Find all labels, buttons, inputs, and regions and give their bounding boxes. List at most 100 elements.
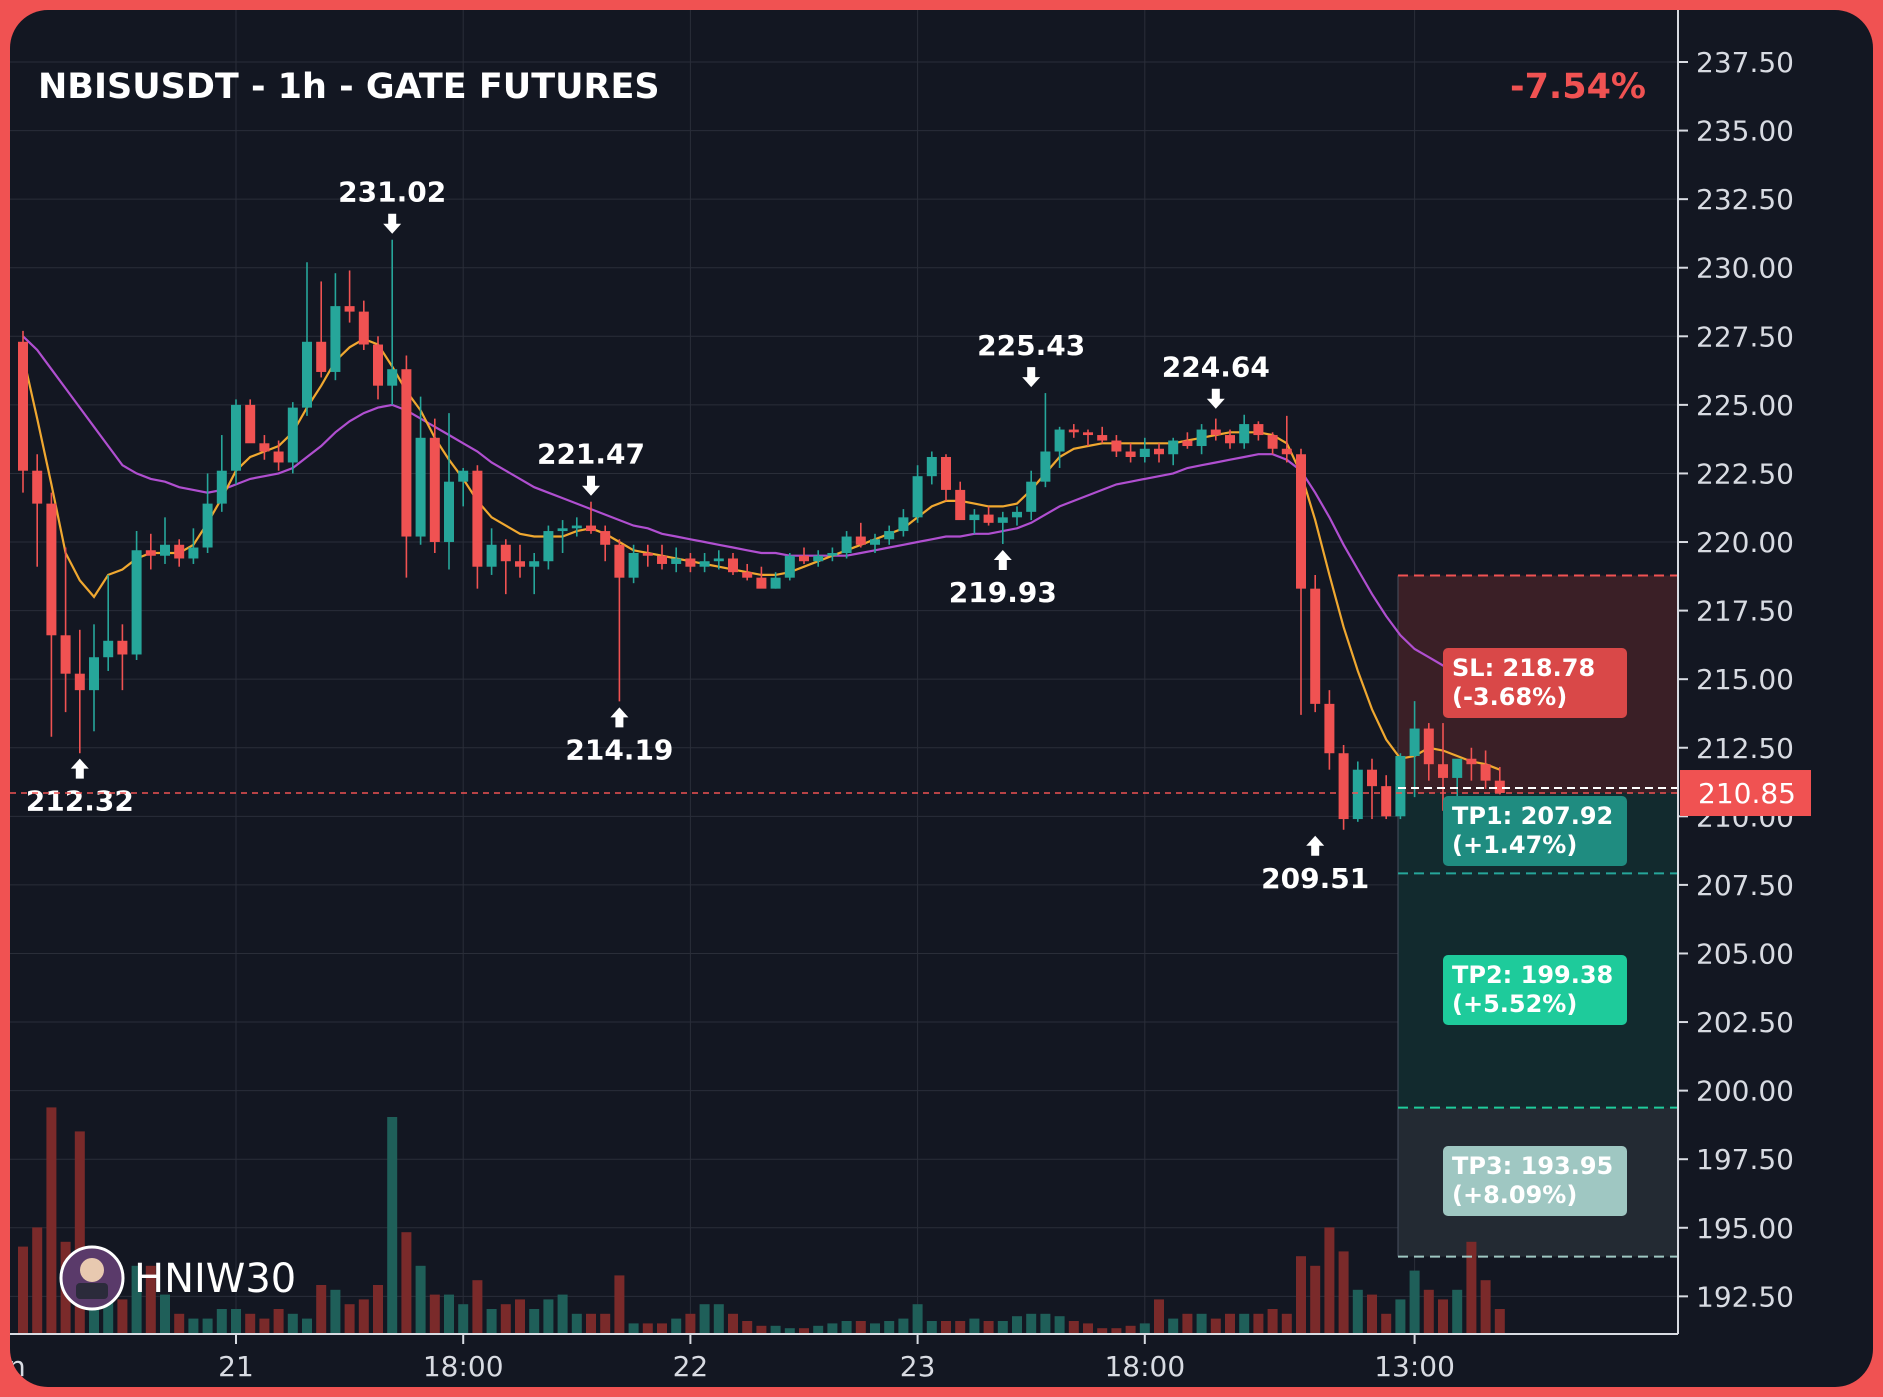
candle[interactable] (1466, 747, 1477, 781)
candle[interactable] (117, 624, 128, 691)
candle[interactable] (1068, 424, 1079, 438)
candle[interactable] (1253, 421, 1264, 441)
candle[interactable] (898, 509, 909, 537)
candle[interactable] (827, 547, 838, 562)
candle[interactable] (912, 465, 923, 523)
candle[interactable] (373, 336, 383, 400)
candle[interactable] (89, 624, 99, 732)
candle[interactable] (941, 454, 951, 501)
candle[interactable] (401, 355, 412, 578)
candle[interactable] (231, 399, 241, 485)
candle[interactable] (657, 544, 667, 570)
candle[interactable] (600, 525, 611, 562)
candle[interactable] (74, 629, 85, 754)
candle[interactable] (1182, 432, 1193, 449)
candle[interactable] (1168, 437, 1179, 466)
candle[interactable] (316, 281, 327, 378)
candle[interactable] (1367, 758, 1377, 820)
candle[interactable] (202, 473, 213, 553)
candle[interactable] (628, 544, 639, 584)
candle[interactable] (245, 399, 256, 444)
candle[interactable] (1395, 753, 1406, 820)
candle[interactable] (1239, 414, 1250, 449)
candle[interactable] (855, 522, 866, 548)
candle[interactable] (1040, 393, 1051, 488)
candle[interactable] (486, 528, 497, 575)
candle[interactable] (1125, 443, 1136, 463)
candle[interactable] (259, 435, 270, 460)
candle[interactable] (415, 396, 426, 545)
candle[interactable] (387, 239, 398, 405)
candle[interactable] (955, 481, 966, 521)
candle[interactable] (1296, 448, 1306, 715)
candle[interactable] (60, 547, 71, 713)
candle[interactable] (841, 531, 852, 559)
candle[interactable] (330, 273, 341, 381)
candle[interactable] (671, 547, 682, 573)
candle[interactable] (103, 574, 114, 671)
candle[interactable] (1352, 761, 1363, 822)
candle[interactable] (458, 467, 469, 507)
candle[interactable] (472, 465, 483, 589)
candle[interactable] (1210, 418, 1221, 441)
candle[interactable] (1281, 415, 1292, 463)
candle[interactable] (18, 330, 28, 493)
candle[interactable] (742, 563, 753, 581)
candle[interactable] (614, 539, 625, 702)
candle[interactable] (358, 300, 369, 351)
candle[interactable] (273, 440, 284, 471)
candle[interactable] (287, 402, 298, 474)
candle[interactable] (784, 552, 795, 581)
candle[interactable] (529, 552, 540, 595)
candle[interactable] (160, 517, 170, 564)
candle[interactable] (444, 413, 454, 570)
candle[interactable] (1083, 429, 1093, 447)
candle[interactable] (1196, 424, 1207, 455)
candle[interactable] (1154, 443, 1164, 463)
candle[interactable] (1438, 723, 1448, 811)
candle[interactable] (571, 517, 582, 537)
candle[interactable] (515, 544, 525, 578)
candle[interactable] (500, 539, 511, 595)
candle[interactable] (1423, 723, 1434, 781)
candle[interactable] (799, 547, 809, 564)
candle[interactable] (983, 506, 994, 526)
candle[interactable] (685, 552, 696, 573)
candle[interactable] (586, 501, 596, 534)
candle[interactable] (699, 552, 710, 573)
candle[interactable] (1097, 426, 1108, 444)
candle[interactable] (1054, 426, 1065, 468)
candle[interactable] (756, 566, 767, 589)
candle[interactable] (543, 525, 554, 570)
candle[interactable] (429, 418, 440, 553)
candle[interactable] (32, 454, 43, 567)
candle[interactable] (1480, 750, 1491, 789)
candle[interactable] (1139, 437, 1150, 463)
candle[interactable] (302, 262, 312, 416)
candle[interactable] (713, 550, 724, 570)
candle[interactable] (131, 531, 142, 660)
candle[interactable] (1026, 470, 1037, 521)
candle[interactable] (1338, 745, 1349, 830)
candle[interactable] (1310, 574, 1321, 713)
candle[interactable] (813, 550, 824, 567)
candle[interactable] (1012, 506, 1022, 526)
price-chart[interactable]: 212.32 231.02 221.47 214.19 219.93 225.43 224.… (10, 10, 1873, 1387)
candle[interactable] (926, 451, 937, 485)
candle[interactable] (870, 533, 880, 553)
candle[interactable] (1494, 766, 1505, 795)
candle[interactable] (46, 492, 57, 737)
candle[interactable] (174, 539, 185, 567)
candle[interactable] (188, 528, 199, 564)
candle[interactable] (728, 552, 738, 575)
candle[interactable] (344, 270, 355, 323)
candle[interactable] (1111, 435, 1122, 457)
candle[interactable] (1381, 775, 1392, 820)
candle[interactable] (770, 572, 781, 589)
candle[interactable] (969, 509, 980, 534)
candle[interactable] (997, 511, 1008, 544)
candle[interactable] (642, 544, 653, 567)
candle[interactable] (216, 435, 227, 512)
candle[interactable] (1409, 701, 1420, 798)
candle[interactable] (145, 533, 156, 570)
